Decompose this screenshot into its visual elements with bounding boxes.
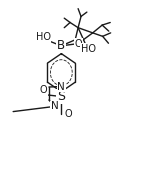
Text: O: O (74, 39, 82, 49)
Text: O: O (64, 109, 72, 119)
Text: N: N (57, 81, 65, 92)
Text: B: B (57, 39, 65, 52)
Text: O: O (40, 85, 48, 95)
Text: S: S (57, 90, 65, 103)
Text: HO: HO (81, 44, 96, 54)
Text: N: N (51, 101, 59, 111)
Text: HO: HO (36, 32, 51, 42)
